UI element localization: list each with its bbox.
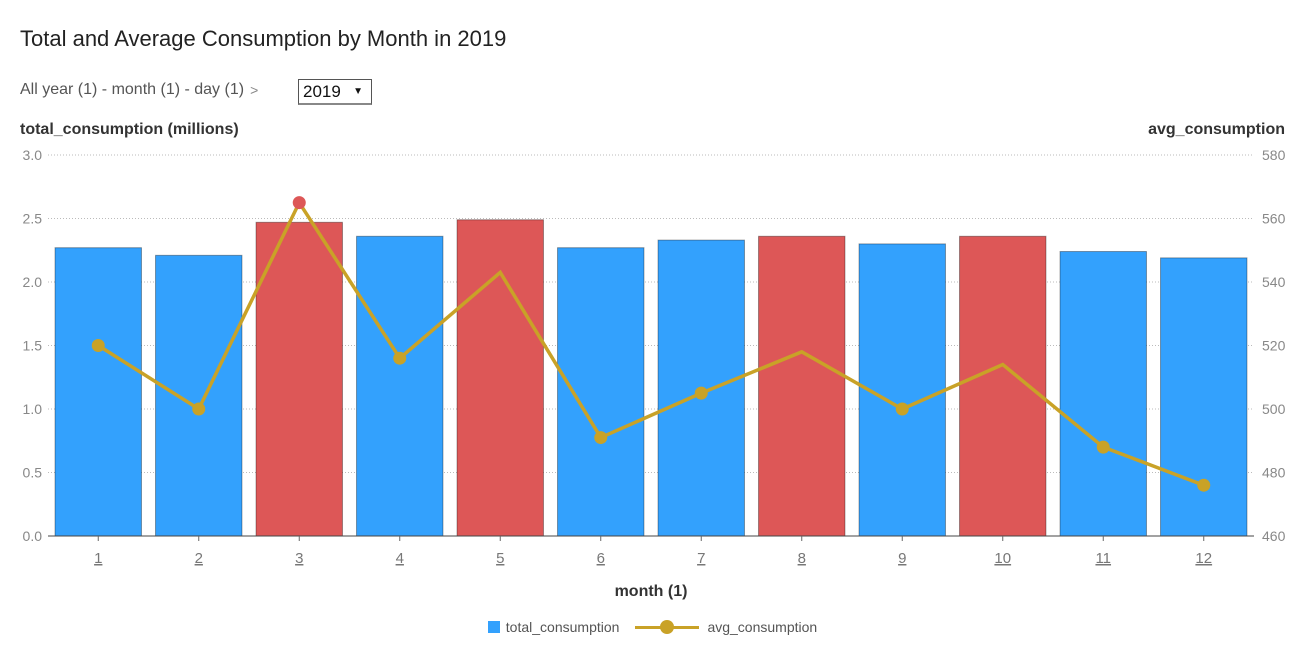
- x-tick-label[interactable]: 10: [994, 550, 1011, 567]
- x-tick-label[interactable]: 2: [195, 550, 203, 567]
- line-point: [1197, 478, 1211, 492]
- y-tick-label: 1.0: [23, 401, 43, 417]
- x-axis-ticks: 1 2 3 4 5 6 7 8 9 10 11 12: [94, 536, 1212, 567]
- bar-series: [48, 219, 1254, 537]
- chevron-down-icon: ▼: [353, 86, 363, 97]
- bar: [758, 235, 846, 537]
- chart-title: Total and Average Consumption by Month i…: [20, 26, 507, 51]
- line-series: [91, 196, 1211, 492]
- breadcrumb: All year (1) - month (1) - day (1) >: [20, 81, 258, 99]
- legend-label-total: total_consumption: [505, 619, 620, 635]
- line-point: [192, 402, 206, 416]
- legend: total_consumption avg_consumption: [0, 619, 1305, 635]
- legend-swatch-line: [635, 620, 700, 634]
- bar: [155, 254, 243, 537]
- bar: [657, 239, 745, 537]
- y-axis-right-title: avg_consumption: [1148, 121, 1285, 138]
- chart-canvas: 0.00.51.01.52.02.53.0 460480500520540560…: [23, 147, 1286, 600]
- y2-tick-label: 580: [1262, 147, 1286, 163]
- line-point: [895, 402, 909, 416]
- y-axis-right-ticks: 460 480 500 520 540 560 580: [1262, 147, 1286, 544]
- y2-tick-label: 520: [1262, 338, 1286, 354]
- y-tick-label: 3.0: [23, 147, 43, 163]
- y-tick-label: 2.5: [23, 211, 43, 227]
- bar: [1059, 251, 1147, 537]
- bar: [54, 247, 142, 537]
- bar: [557, 247, 645, 537]
- x-tick-label[interactable]: 3: [295, 550, 303, 567]
- x-tick-label[interactable]: 11: [1095, 550, 1111, 567]
- gridlines: [48, 154, 1254, 473]
- bar: [255, 221, 343, 537]
- x-tick-label[interactable]: 9: [898, 550, 906, 567]
- y2-tick-label: 540: [1262, 274, 1286, 290]
- line-point: [292, 196, 306, 210]
- line-point: [91, 339, 105, 352]
- bar: [858, 243, 946, 537]
- x-axis-title: month (1): [615, 583, 688, 600]
- y-tick-label: 0.0: [23, 528, 43, 544]
- bar: [456, 219, 544, 537]
- legend-swatch-bar: [487, 621, 500, 633]
- line-point: [393, 351, 407, 365]
- breadcrumb-separator: >: [250, 82, 259, 98]
- line-point: [1096, 440, 1110, 454]
- legend-label-avg: avg_consumption: [707, 619, 818, 635]
- x-tick-label[interactable]: 1: [94, 550, 102, 567]
- breadcrumb-path[interactable]: All year (1) - month (1) - day (1): [20, 81, 245, 98]
- y-axis-left-title: total_consumption (millions): [20, 121, 239, 138]
- y2-tick-label: 460: [1262, 528, 1286, 544]
- line-point: [694, 386, 708, 400]
- avg-consumption-line: [97, 199, 1205, 487]
- bar: [1160, 257, 1248, 537]
- y-tick-label: 1.5: [23, 338, 43, 354]
- line-point: [594, 431, 608, 445]
- legend-item-total[interactable]: total_consumption: [487, 619, 620, 635]
- y-axis-left-ticks: 0.0 0.5 1.0 1.5 2.0 2.5 3.0: [23, 147, 43, 544]
- x-tick-label[interactable]: 8: [798, 550, 806, 567]
- legend-item-avg[interactable]: avg_consumption: [635, 619, 817, 635]
- x-tick-label[interactable]: 6: [597, 550, 605, 567]
- x-tick-label[interactable]: 7: [697, 550, 705, 567]
- year-select-value: 2019: [303, 81, 341, 101]
- y2-tick-label: 560: [1262, 211, 1286, 227]
- x-tick-label[interactable]: 12: [1195, 550, 1212, 567]
- bar: [959, 235, 1047, 537]
- y2-tick-label: 500: [1262, 401, 1286, 417]
- bar: [356, 235, 444, 537]
- y2-tick-label: 480: [1262, 465, 1286, 481]
- y-tick-label: 2.0: [23, 274, 43, 290]
- x-tick-label[interactable]: 4: [396, 550, 404, 567]
- x-tick-label[interactable]: 5: [496, 550, 504, 567]
- year-select[interactable]: 2019 ▼: [298, 79, 372, 105]
- y-tick-label: 0.5: [23, 465, 43, 481]
